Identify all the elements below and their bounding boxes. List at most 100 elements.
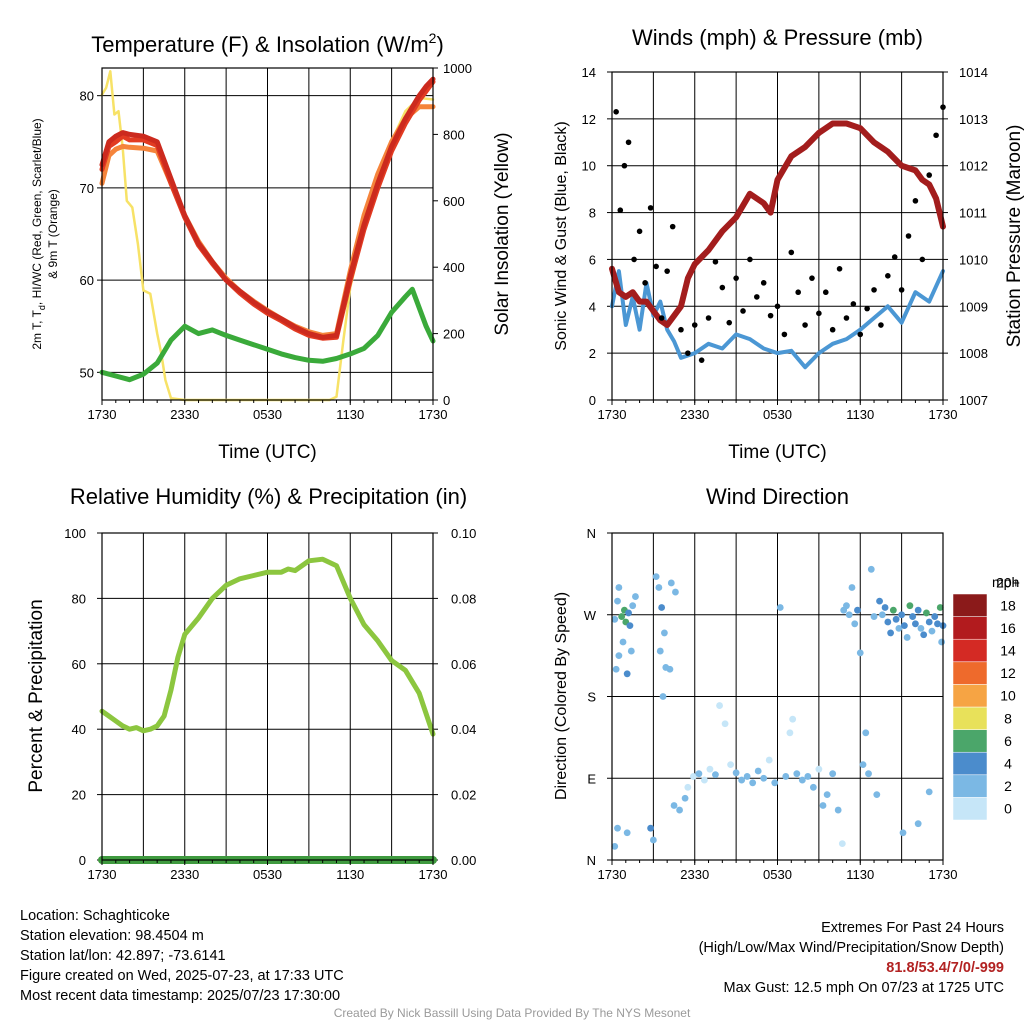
direction-point <box>681 794 689 802</box>
y-tick-label: 12 <box>582 112 596 127</box>
direction-point <box>920 631 928 639</box>
x-tick-label: 1730 <box>929 407 958 422</box>
gust-point <box>678 326 684 333</box>
legend-label: 14 <box>1000 643 1016 659</box>
gust-point <box>816 310 822 317</box>
direction-point <box>695 770 703 778</box>
direction-point <box>771 779 779 787</box>
gust-point <box>747 256 753 263</box>
x-tick-label: 0530 <box>763 407 792 422</box>
legend-label: 4 <box>1004 756 1012 772</box>
gust-point <box>631 256 637 263</box>
gust-point <box>712 258 719 265</box>
legend-label: 2 <box>1004 778 1012 794</box>
pressure-line <box>609 120 946 328</box>
extremes-subtitle: (High/Low/Max Wind/Precipitation/Snow De… <box>698 940 1004 956</box>
direction-point <box>834 806 842 814</box>
gust-point <box>885 273 891 279</box>
gust-point <box>653 263 659 270</box>
legend-swatch <box>952 729 988 753</box>
legend-label: 8 <box>1004 710 1012 726</box>
title-superscript: 2 <box>429 30 437 46</box>
gust-point <box>740 308 746 314</box>
direction-point <box>614 597 621 605</box>
gust-point <box>843 315 850 321</box>
legend-swatch <box>952 774 988 798</box>
direction-point <box>629 602 637 610</box>
direction-point <box>829 770 837 778</box>
direction-point <box>848 584 856 591</box>
direction-point <box>749 779 757 787</box>
y2-tick-label: 0.10 <box>451 526 476 541</box>
direction-point <box>652 573 660 580</box>
gust-point <box>878 322 884 328</box>
legend-label: 6 <box>1004 733 1012 749</box>
direction-point <box>712 771 719 779</box>
chart-title: Temperature (F) & Insolation (W/m2) <box>91 30 444 57</box>
chart-title: Wind Direction <box>706 484 849 509</box>
gust-point <box>636 228 643 235</box>
extremes-info: Extremes For Past 24 Hours (High/Low/Max… <box>699 918 1004 998</box>
gust-point <box>809 275 815 281</box>
gust-point <box>850 301 857 307</box>
direction-point <box>782 773 790 780</box>
ylabel-part: , HI/WC (Red, Green, Scarlet/Blue) <box>30 118 44 305</box>
direction-point <box>656 647 664 655</box>
legend-swatch <box>952 751 988 776</box>
y-tick-label: 60 <box>80 273 94 288</box>
direction-point <box>738 776 746 784</box>
legend-swatch <box>952 661 988 685</box>
legend-label: 16 <box>1000 620 1016 636</box>
direction-point <box>903 634 911 641</box>
gust-point <box>685 350 691 356</box>
direction-point <box>851 620 859 628</box>
latlon-text: Station lat/lon: 42.897; -73.6141 <box>20 948 226 964</box>
direction-point <box>760 774 768 782</box>
chart-title: Winds (mph) & Pressure (mb) <box>632 25 923 50</box>
direction-point <box>892 615 900 623</box>
direction-point <box>856 649 864 657</box>
direction-point <box>721 720 729 728</box>
y2-tick-label: 1010 <box>959 252 988 267</box>
legend-swatch <box>952 797 988 821</box>
direction-point <box>658 604 666 611</box>
credit-text: Created By Nick Bassill Using Data Provi… <box>333 1006 691 1020</box>
direction-point <box>611 615 619 623</box>
gust-point <box>905 233 912 239</box>
direction-point <box>859 761 867 769</box>
direction-point <box>912 620 919 628</box>
legend-label: 20+ <box>996 575 1020 591</box>
y-axis-label: 2m T, Td, HI/WC (Red, Green, Scarlet/Blu… <box>30 118 47 349</box>
y-tick-label: 4 <box>589 299 596 314</box>
direction-point <box>655 584 663 591</box>
gust-point <box>647 205 654 211</box>
y2-tick-label: 0.04 <box>451 722 476 737</box>
direction-point <box>661 629 668 637</box>
gust-point <box>857 331 864 338</box>
direction-point <box>914 820 922 828</box>
gust-point <box>919 256 926 263</box>
y-tick-label: S <box>587 690 596 705</box>
direction-point <box>906 602 914 610</box>
direction-point <box>931 613 939 620</box>
gust-point <box>613 109 619 115</box>
y-tick-label: E <box>587 771 596 786</box>
y2-tick-label: 1014 <box>959 65 988 80</box>
direction-point <box>938 638 946 646</box>
y2-tick-label: 0.06 <box>451 657 476 672</box>
direction-point <box>923 609 930 617</box>
direction-point <box>727 761 735 769</box>
x-tick-label: 2330 <box>680 867 709 882</box>
created-text: Figure created on Wed, 2025-07-23, at 17… <box>20 968 344 984</box>
y-tick-label: W <box>584 608 597 623</box>
x-tick-label: 1130 <box>846 867 874 882</box>
direction-point <box>706 765 714 773</box>
legend-swatch <box>952 638 988 663</box>
y2-tick-label: 1009 <box>959 299 988 314</box>
y2-tick-label: 1011 <box>959 206 987 221</box>
direction-point <box>909 613 917 620</box>
gust-point <box>658 315 665 321</box>
gust-point <box>795 289 801 296</box>
x-tick-label: 1730 <box>598 867 627 882</box>
